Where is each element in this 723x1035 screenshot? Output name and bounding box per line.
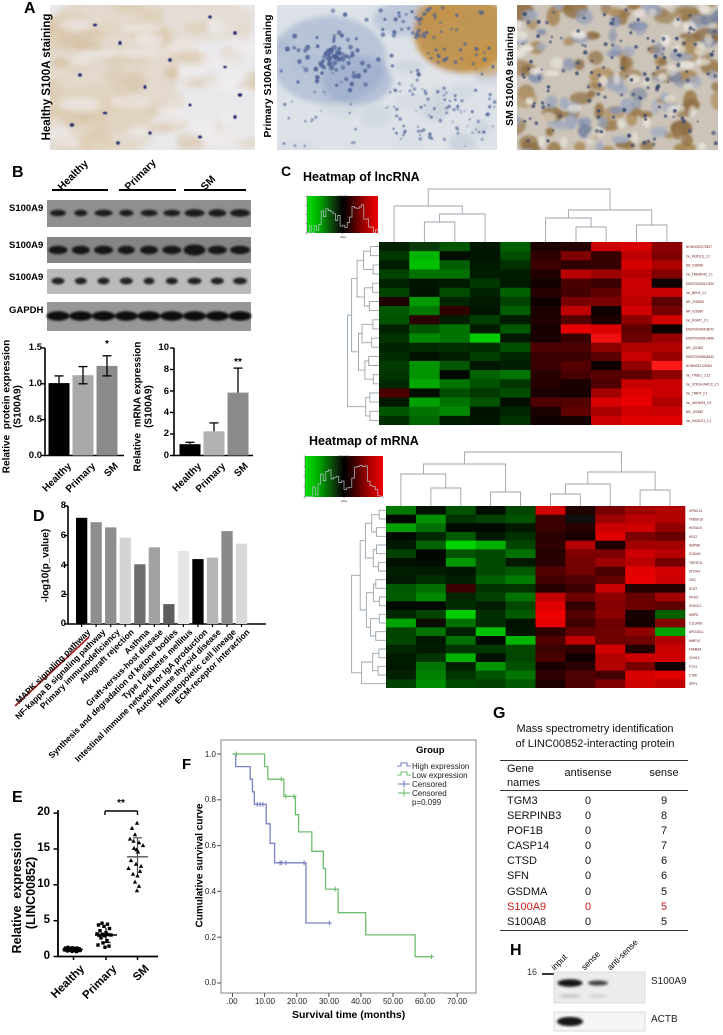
- svg-text:GPNC1/1: GPNC1/1: [689, 509, 703, 513]
- svg-text:lnc_STKGHJVACC_2:1: lnc_STKGHJVACC_2:1: [686, 383, 719, 387]
- svg-text:SMP9B: SMP9B: [689, 544, 700, 548]
- svg-text:PF4V1: PF4V1: [689, 596, 699, 600]
- svg-text:ENST00000417490: ENST00000417490: [686, 282, 714, 286]
- svg-text:HS12: HS12: [689, 535, 697, 539]
- svg-text:PTX3: PTX3: [689, 665, 697, 669]
- svg-text:NR_038499: NR_038499: [686, 264, 703, 268]
- svg-text:ENST00000608432: ENST00000608432: [686, 355, 714, 359]
- svg-text:lnc_FER1L6_1:2: lnc_FER1L6_1:2: [686, 254, 710, 258]
- svg-text:ENST00000514846: ENST00000514846: [686, 337, 714, 341]
- svg-text:NR_103532: NR_103532: [686, 410, 703, 414]
- svg-text:**: **: [234, 357, 242, 368]
- svg-text:Color Key: Color Key: [338, 454, 350, 458]
- svg-text:Value: Value: [340, 235, 347, 239]
- svg-text:lnc_KAZN.E1_1:1: lnc_KAZN.E1_1:1: [686, 419, 712, 423]
- svg-text:APCDD1L: APCDD1L: [689, 630, 704, 634]
- svg-text:*: *: [105, 339, 109, 350]
- svg-text:C11orf96: C11orf96: [689, 622, 702, 626]
- svg-text:lnc_TIMP4_2:1: lnc_TIMP4_2:1: [686, 392, 708, 396]
- svg-text:SH3GL2: SH3GL2: [689, 604, 701, 608]
- svg-text:lnc_NYAP2_2:1: lnc_NYAP2_2:1: [686, 318, 708, 322]
- svg-text:SPP1: SPP1: [689, 682, 697, 686]
- svg-text:CT8K: CT8K: [689, 674, 698, 678]
- svg-text:**: **: [117, 798, 125, 809]
- svg-text:NR_2G8280: NR_2G8280: [686, 300, 704, 304]
- svg-text:OSC: OSC: [689, 578, 697, 582]
- svg-text:ENST00000418072: ENST00000418072: [686, 328, 714, 332]
- svg-text:NR_121600: NR_121600: [686, 346, 703, 350]
- svg-text:lnc_BDH2_1:1: lnc_BDH2_1:1: [686, 291, 707, 295]
- svg-text:MMP10: MMP10: [689, 639, 700, 643]
- svg-text:lnc_TR88.1_2:12: lnc_TR88.1_2:12: [686, 373, 711, 377]
- svg-text:HOXA15: HOXA15: [689, 526, 702, 530]
- svg-text:WSP5: WSP5: [689, 613, 698, 617]
- svg-text:lnc_ADHW15_2:3: lnc_ADHW15_2:3: [686, 401, 712, 405]
- svg-text:TM6SF16: TM6SF16: [689, 518, 703, 522]
- svg-text:FAM83A: FAM83A: [689, 648, 702, 652]
- svg-text:lnc_TMEM249_1:1: lnc_TMEM249_1:1: [686, 273, 713, 277]
- svg-text:NR_026930: NR_026930: [686, 309, 703, 313]
- svg-text:CDH15: CDH15: [689, 656, 700, 660]
- svg-text:Color Key: Color Key: [337, 194, 349, 198]
- svg-text:SO3T: SO3T: [689, 587, 697, 591]
- svg-text:TNFSF11: TNFSF11: [689, 561, 703, 565]
- svg-text:NONHSAT120081: NONHSAT120081: [686, 364, 712, 368]
- svg-text:Value: Value: [341, 499, 348, 503]
- svg-text:ZFX/H4: ZFX/H4: [689, 570, 700, 574]
- svg-text:NONHSAT072827: NONHSAT072827: [686, 245, 712, 249]
- svg-text:S100A9: S100A9: [689, 552, 701, 556]
